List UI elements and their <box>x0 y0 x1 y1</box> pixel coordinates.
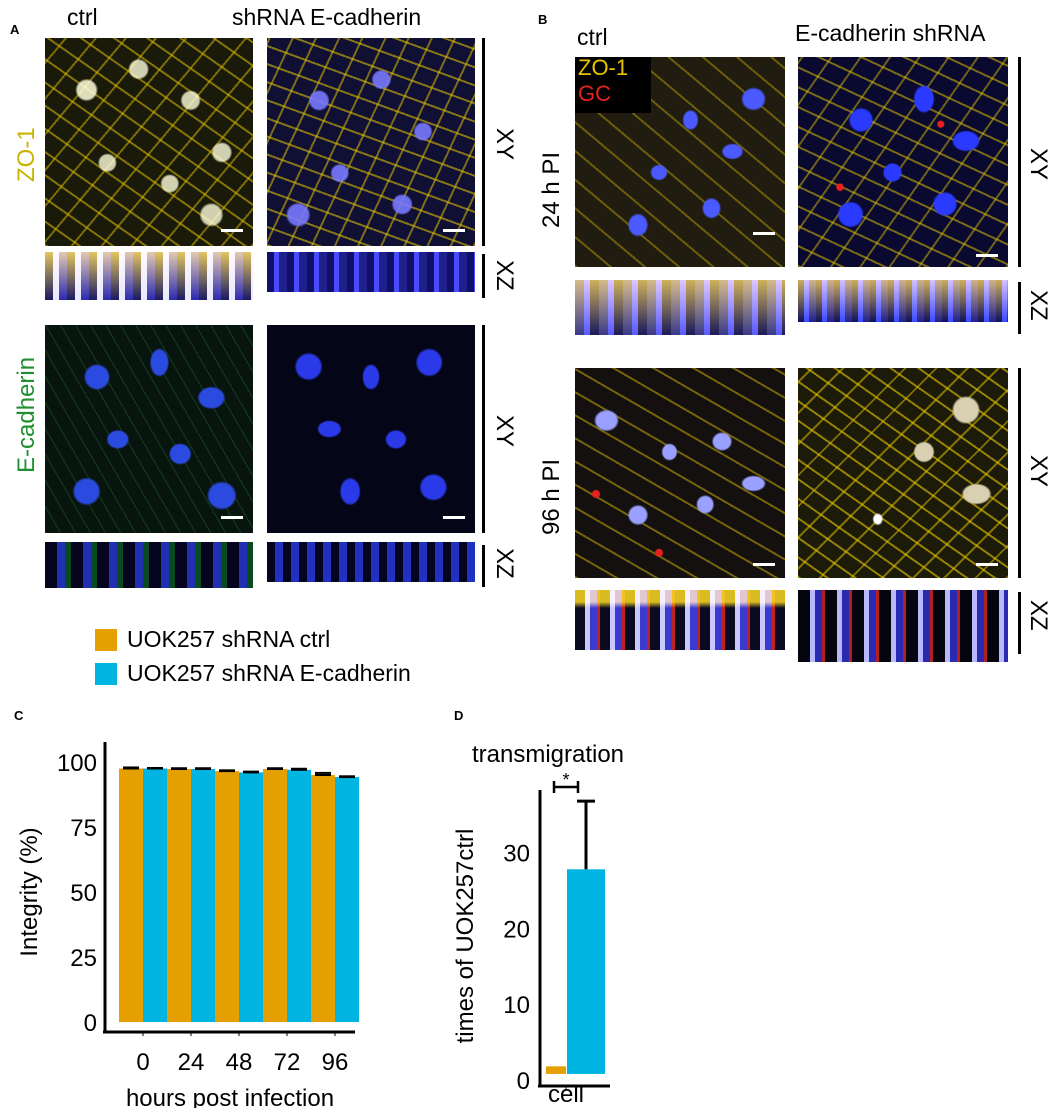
panel-a-zo1-ctrl-xz <box>45 252 253 300</box>
y-tick-label: 0 <box>84 1010 97 1037</box>
panel-a-zo1-ctrl-image <box>45 38 253 246</box>
scale-bar <box>976 254 998 257</box>
panel-a-ecad-ctrl-image <box>45 325 253 533</box>
panel-b-24h-xy-bar <box>1018 57 1021 267</box>
bar <box>287 769 311 1022</box>
y-axis-label: times of UOK257ctrl <box>452 829 479 1044</box>
panel-a-xy-bar <box>482 38 485 246</box>
panel-b-24h-ctrl-xz <box>575 280 785 335</box>
chart-title: transmigration <box>472 741 624 768</box>
panel-a-ecad-xy-bar <box>482 325 485 533</box>
bar <box>167 769 191 1022</box>
y-tick-label: 100 <box>57 750 97 777</box>
panel-b-96h-xy-bar <box>1018 368 1021 578</box>
panel-a-ecad-xz-bar <box>482 545 485 587</box>
bar <box>119 768 143 1022</box>
x-tick-label: cell <box>548 1081 584 1108</box>
y-axis-label: Integrity (%) <box>16 827 43 956</box>
panel-a-ecad-shrna-xz <box>267 542 475 582</box>
bar <box>263 769 287 1022</box>
x-axis-label: hours post infection <box>126 1085 334 1108</box>
panel-b-legend-gc: GC <box>578 81 611 106</box>
panel-a-ecad-shrna-image <box>267 325 475 533</box>
panel-d-label: D <box>454 708 464 723</box>
legend-item-ctrl: UOK257 shRNA ctrl <box>95 626 330 653</box>
panel-b-24h-shrna-image <box>798 57 1008 267</box>
legend-swatch-shrna <box>95 662 117 685</box>
bar <box>191 769 215 1022</box>
y-tick-label: 10 <box>503 992 530 1019</box>
x-tick-label: 24 <box>178 1049 205 1076</box>
panel-a-shrna-title: shRNA E-cadherin <box>232 4 422 30</box>
panel-b-96h-shrna-image <box>798 368 1008 578</box>
y-tick-label: 30 <box>503 841 530 868</box>
panel-c-label: C <box>14 708 24 723</box>
bar <box>567 869 605 1074</box>
x-tick-label: 0 <box>136 1049 149 1076</box>
legend-swatch-ctrl <box>95 628 117 651</box>
panel-b-legend-box <box>575 57 651 113</box>
scale-bar <box>753 232 775 235</box>
panel-b-label: B <box>538 12 548 27</box>
panel-a-xz-bar <box>482 254 485 298</box>
y-tick-label: 50 <box>70 880 97 907</box>
panel-b-24h-shrna-xz <box>798 280 1008 322</box>
panel-a-ctrl-title: ctrl <box>67 4 98 30</box>
panel-b-96h-ctrl-image <box>575 368 785 578</box>
y-tick-label: 75 <box>70 815 97 842</box>
scale-bar <box>753 563 775 566</box>
scale-bar <box>443 229 465 232</box>
panel-b-24h-xz-bar <box>1018 282 1021 334</box>
panel-b-ctrl-title: ctrl <box>577 24 608 50</box>
y-tick-label: 0 <box>517 1068 530 1095</box>
bar <box>215 771 239 1022</box>
scale-bar <box>443 516 465 519</box>
panel-b-24h-ctrl-image: ZO-1 GC <box>575 57 785 267</box>
scale-bar <box>976 563 998 566</box>
legend-label-shrna: UOK257 shRNA E-cadherin <box>127 660 411 686</box>
panel-b-96h-ctrl-xz <box>575 590 785 650</box>
scale-bar <box>221 516 243 519</box>
bar <box>311 775 335 1022</box>
bar <box>239 772 263 1022</box>
bar <box>143 768 167 1022</box>
panel-b-legend-zo1: ZO-1 <box>578 57 629 80</box>
bar <box>546 1066 566 1074</box>
panel-a-label: A <box>10 22 20 37</box>
panel-a-zo1-shrna-xz <box>267 252 475 292</box>
panel-b-96h-shrna-xz <box>798 590 1008 662</box>
panel-b-96h-xz-bar <box>1018 592 1021 654</box>
scale-bar <box>221 229 243 232</box>
significance-marker: * <box>562 770 569 790</box>
bar <box>335 777 359 1022</box>
panel-a-zo1-shrna-image <box>267 38 475 246</box>
legend-item-shrna: UOK257 shRNA E-cadherin <box>95 660 411 687</box>
legend-label-ctrl: UOK257 shRNA ctrl <box>127 626 331 652</box>
x-tick-label: 48 <box>226 1049 253 1076</box>
y-tick-label: 25 <box>70 945 97 972</box>
panel-b-shrna-title: E-cadherin shRNA <box>795 20 986 46</box>
y-tick-label: 20 <box>503 916 530 943</box>
x-tick-label: 96 <box>322 1049 349 1076</box>
panel-a-ecad-ctrl-xz <box>45 542 253 588</box>
x-tick-label: 72 <box>274 1049 301 1076</box>
